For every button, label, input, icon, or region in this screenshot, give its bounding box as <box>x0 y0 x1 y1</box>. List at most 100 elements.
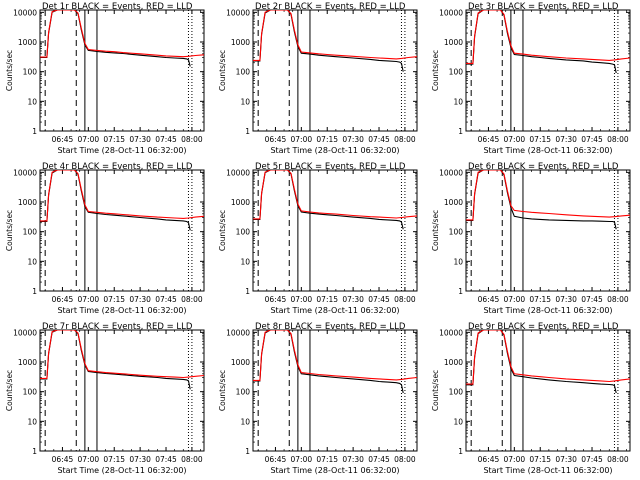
plot-frame <box>39 329 205 452</box>
x-axis-label: Start Time (28-Oct-11 06:32:00) <box>270 306 399 315</box>
x-axis-label: Start Time (28-Oct-11 06:32:00) <box>57 466 186 475</box>
y-tick-label: 100 <box>23 68 38 77</box>
y-tick-label: 10000 <box>226 168 250 177</box>
x-tick-label: 07:00 <box>504 295 526 304</box>
x-tick-label: 07:30 <box>555 135 577 144</box>
y-tick-label: 1 <box>458 287 463 296</box>
series-events-line <box>466 170 617 230</box>
series-lld-line <box>40 170 204 222</box>
y-tick-label: 10 <box>27 97 37 106</box>
series-events-line <box>466 330 617 394</box>
x-tick-label: 07:30 <box>129 135 151 144</box>
y-tick-label: 100 <box>23 228 38 237</box>
y-tick-label: 1000 <box>231 358 250 367</box>
y-tick-label: 1000 <box>444 198 463 207</box>
x-tick-label: 08:00 <box>394 135 416 144</box>
x-tick-label: 07:30 <box>555 455 577 464</box>
x-tick-label: 07:45 <box>155 135 177 144</box>
y-tick-label: 10000 <box>439 328 463 337</box>
x-tick-label: 07:30 <box>555 295 577 304</box>
y-tick-label: 1 <box>458 127 463 136</box>
y-tick-label: 100 <box>449 388 464 397</box>
y-axis-label: Counts/sec <box>5 210 14 251</box>
series-events-line <box>466 10 617 74</box>
x-tick-label: 07:45 <box>581 295 603 304</box>
x-axis-label: Start Time (28-Oct-11 06:32:00) <box>270 466 399 475</box>
y-tick-label: 10 <box>240 257 250 266</box>
x-tick-label: 07:45 <box>368 455 390 464</box>
series-events-line <box>253 330 404 394</box>
y-tick-label: 1 <box>245 447 250 456</box>
y-tick-label: 1000 <box>444 358 463 367</box>
y-tick-label: 1 <box>245 287 250 296</box>
series-events-line <box>253 170 404 230</box>
plot-frame <box>252 9 418 132</box>
y-tick-label: 10 <box>453 417 463 426</box>
y-tick-label: 10000 <box>226 8 250 17</box>
series-lld-line <box>40 10 204 58</box>
y-tick-label: 10000 <box>226 328 250 337</box>
x-axis-label: Start Time (28-Oct-11 06:32:00) <box>270 146 399 155</box>
x-tick-label: 07:45 <box>581 455 603 464</box>
series-lld-line <box>466 10 630 64</box>
series-lld-line <box>466 330 630 385</box>
chart-panel-6: Det 6r BLACK = Events, RED = LLD10000100… <box>431 162 631 315</box>
x-tick-label: 08:00 <box>394 295 416 304</box>
x-tick-label: 07:45 <box>368 135 390 144</box>
y-tick-label: 1000 <box>18 358 37 367</box>
x-tick-label: 06:45 <box>478 135 500 144</box>
y-tick-label: 1000 <box>444 38 463 47</box>
y-axis-label: Counts/sec <box>431 50 440 91</box>
x-tick-label: 07:15 <box>103 135 125 144</box>
y-tick-label: 1000 <box>231 38 250 47</box>
x-tick-label: 07:15 <box>316 135 338 144</box>
series-events-line <box>40 170 191 231</box>
x-tick-label: 07:15 <box>316 455 338 464</box>
series-events-line <box>40 10 191 67</box>
plot-frame <box>39 169 205 292</box>
series-lld-line <box>253 170 417 220</box>
x-tick-label: 06:45 <box>52 295 74 304</box>
y-tick-label: 10 <box>240 417 250 426</box>
x-tick-label: 07:15 <box>103 455 125 464</box>
series-lld-line <box>40 330 204 379</box>
x-axis-label: Start Time (28-Oct-11 06:32:00) <box>57 146 186 155</box>
y-tick-label: 1000 <box>18 198 37 207</box>
x-tick-label: 06:45 <box>265 135 287 144</box>
chart-title: Det 9r BLACK = Events, RED = LLD <box>468 322 619 332</box>
x-tick-label: 07:00 <box>78 455 100 464</box>
y-axis-label: Counts/sec <box>218 370 227 411</box>
x-tick-label: 07:00 <box>504 135 526 144</box>
chart-panel-8: Det 8r BLACK = Events, RED = LLD10000100… <box>218 322 418 475</box>
y-tick-label: 1 <box>32 127 37 136</box>
y-tick-label: 1000 <box>18 38 37 47</box>
series-lld-line <box>253 10 417 61</box>
x-tick-label: 08:00 <box>181 295 203 304</box>
chart-panel-5: Det 5r BLACK = Events, RED = LLD10000100… <box>218 162 418 315</box>
x-tick-label: 07:15 <box>316 295 338 304</box>
x-axis-label: Start Time (28-Oct-11 06:32:00) <box>483 146 612 155</box>
x-tick-label: 07:30 <box>342 295 364 304</box>
series-events-line <box>40 330 191 390</box>
series-lld-line <box>466 170 630 221</box>
y-tick-label: 10 <box>240 97 250 106</box>
x-tick-label: 07:30 <box>129 295 151 304</box>
chart-title: Det 8r BLACK = Events, RED = LLD <box>255 322 406 332</box>
x-tick-label: 06:45 <box>265 455 287 464</box>
x-tick-label: 06:45 <box>478 455 500 464</box>
y-tick-label: 10000 <box>13 168 37 177</box>
y-tick-label: 100 <box>449 68 464 77</box>
plot-frame <box>252 169 418 292</box>
y-tick-label: 1 <box>245 127 250 136</box>
x-tick-label: 07:00 <box>291 135 313 144</box>
y-tick-label: 100 <box>23 388 38 397</box>
y-tick-label: 100 <box>236 228 251 237</box>
y-axis-label: Counts/sec <box>431 370 440 411</box>
x-tick-label: 08:00 <box>607 455 629 464</box>
chart-title: Det 3r BLACK = Events, RED = LLD <box>468 2 619 12</box>
series-events-line <box>253 10 404 72</box>
plot-frame <box>465 329 631 452</box>
y-tick-label: 10 <box>27 417 37 426</box>
x-tick-label: 07:45 <box>368 295 390 304</box>
